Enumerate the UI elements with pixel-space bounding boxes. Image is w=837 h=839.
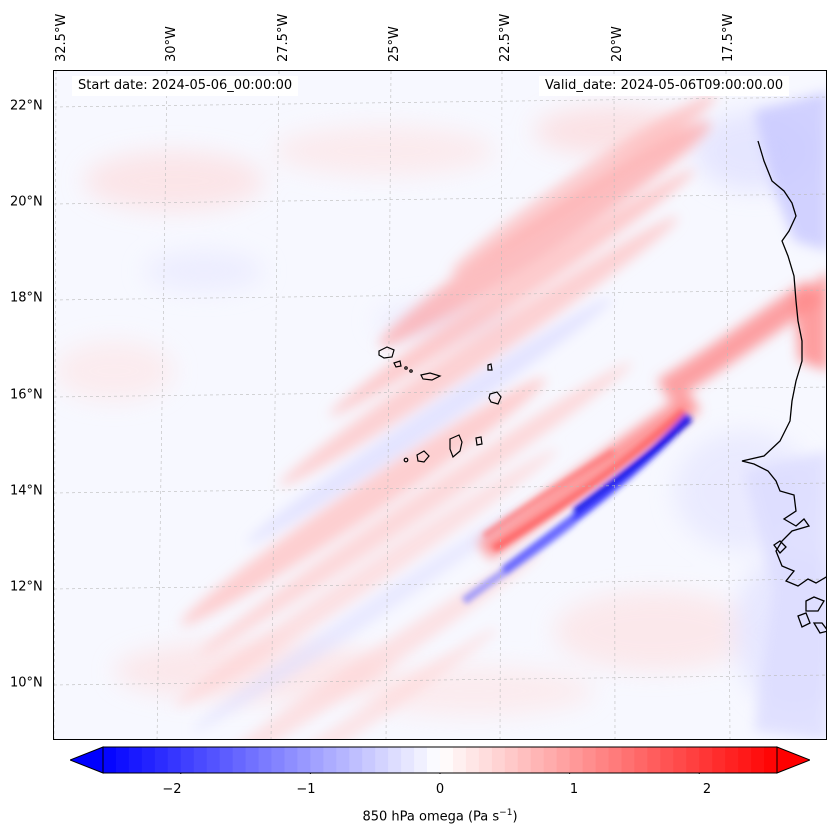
colorbar-segment <box>414 747 428 773</box>
colorbar-label-close: ) <box>512 809 518 825</box>
colorbar-label-text: 850 hPa omega (Pa s <box>362 809 500 825</box>
west-africa-coastline <box>741 140 826 634</box>
omega-field-map[interactable] <box>54 71 827 740</box>
colorbar-segment <box>452 747 467 773</box>
colorbar-segments <box>103 747 778 773</box>
lon-label-27-5w: 27.5°W <box>276 13 291 62</box>
colorbar-segment <box>465 747 480 773</box>
colorbar-segment <box>336 747 350 773</box>
colorbar-segment <box>569 747 584 773</box>
lon-label-17-5w: 17.5°W <box>721 13 736 62</box>
colorbar-segment <box>595 747 610 773</box>
lat-label-22n: 22°N <box>10 98 43 114</box>
wave-bands <box>165 93 717 739</box>
lon-label-20w: 20°W <box>610 26 625 62</box>
colorbar-tick: 1 <box>569 782 579 797</box>
lat-label-16n: 16°N <box>10 387 43 403</box>
colorbar-tick: 0 <box>435 782 445 797</box>
colorbar-segment <box>271 747 286 773</box>
colorbar-segment <box>245 747 260 773</box>
colorbar-segment <box>673 747 687 773</box>
colorbar-segment <box>388 747 402 773</box>
colorbar-segment <box>530 747 545 773</box>
colorbar-segment <box>115 747 130 773</box>
colorbar-segment <box>660 747 674 773</box>
colorbar-segment <box>440 747 454 773</box>
colorbar-tickmarks <box>180 773 700 774</box>
colorbar-segment <box>375 747 389 773</box>
colorbar-segment <box>543 747 558 773</box>
colorbar-segment <box>103 747 117 773</box>
colorbar-tick: 2 <box>702 782 712 797</box>
colorbar-segment <box>297 747 311 773</box>
colorbar-segment <box>323 747 337 773</box>
lon-label-25w: 25°W <box>387 26 402 62</box>
lat-label-12n: 12°N <box>10 579 43 595</box>
valid-date-label: Valid_date: 2024-05-06T09:00:00.00 <box>539 76 790 96</box>
colorbar-segment <box>310 747 324 773</box>
lon-label-22-5w: 22.5°W <box>498 13 513 62</box>
map-panel[interactable] <box>53 70 827 740</box>
graticule <box>54 71 826 739</box>
colorbar-segment <box>219 747 234 773</box>
colorbar-segment <box>634 747 648 773</box>
colorbar-label: 850 hPa omega (Pa s−1) <box>0 808 837 824</box>
colorbar-segment <box>154 747 169 773</box>
colorbar-segment <box>712 747 726 773</box>
colorbar-segment <box>427 747 441 773</box>
colorbar-segment <box>686 747 700 773</box>
colorbar-segment <box>504 747 519 773</box>
colorbar-segment <box>725 747 739 773</box>
colorbar-segment <box>647 747 661 773</box>
colorbar-segment <box>699 747 713 773</box>
colorbar-segment <box>582 747 597 773</box>
colorbar-segment <box>608 747 623 773</box>
lat-label-20n: 20°N <box>10 194 43 210</box>
lon-label-32-5w: 32.5°W <box>54 13 69 62</box>
colorbar-extend-max <box>776 746 810 774</box>
colorbar-segment <box>193 747 208 773</box>
colorbar-segment <box>232 747 247 773</box>
colorbar-segment <box>284 747 299 773</box>
colorbar-segment <box>128 747 143 773</box>
colorbar-tick: −2 <box>162 782 182 797</box>
colorbar-segment <box>751 747 765 773</box>
convergence-band <box>461 280 822 605</box>
colorbar-segment <box>478 747 493 773</box>
colorbar-segment <box>349 747 363 773</box>
colorbar-extend-min <box>70 746 104 774</box>
land-shading <box>744 91 826 739</box>
colorbar-segment <box>206 747 221 773</box>
colorbar-label-exponent: −1 <box>499 808 513 818</box>
colorbar-segment <box>517 747 532 773</box>
colorbar-segment <box>180 747 195 773</box>
colorbar <box>70 746 810 774</box>
colorbar-segment <box>621 747 636 773</box>
colorbar-segment <box>491 747 506 773</box>
colorbar-segment <box>362 747 376 773</box>
colorbar-segment <box>141 747 156 773</box>
start-date-label: Start date: 2024-05-06_00:00:00 <box>72 76 299 96</box>
colorbar-tick: −1 <box>296 782 316 797</box>
lat-label-10n: 10°N <box>10 675 43 691</box>
colorbar-segment <box>556 747 571 773</box>
colorbar-segment <box>167 747 182 773</box>
colorbar-segment <box>258 747 273 773</box>
lon-label-30w: 30°W <box>164 26 179 62</box>
colorbar-segment <box>764 747 778 773</box>
cape-verde-islands <box>378 346 502 463</box>
colorbar-segment <box>401 747 415 773</box>
lat-label-14n: 14°N <box>10 483 43 499</box>
colorbar-segment <box>738 747 752 773</box>
lat-label-18n: 18°N <box>10 290 43 306</box>
